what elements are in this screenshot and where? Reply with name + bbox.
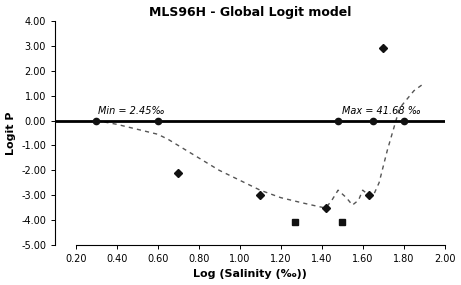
Title: MLS96H - Global Logit model: MLS96H - Global Logit model: [149, 5, 351, 19]
Text: Min = 2.45‰: Min = 2.45‰: [98, 106, 165, 116]
Y-axis label: Logit P: Logit P: [6, 111, 16, 155]
Text: Max = 41.68 ‰: Max = 41.68 ‰: [342, 106, 421, 116]
X-axis label: Log (Salinity (‰)): Log (Salinity (‰)): [193, 269, 307, 280]
